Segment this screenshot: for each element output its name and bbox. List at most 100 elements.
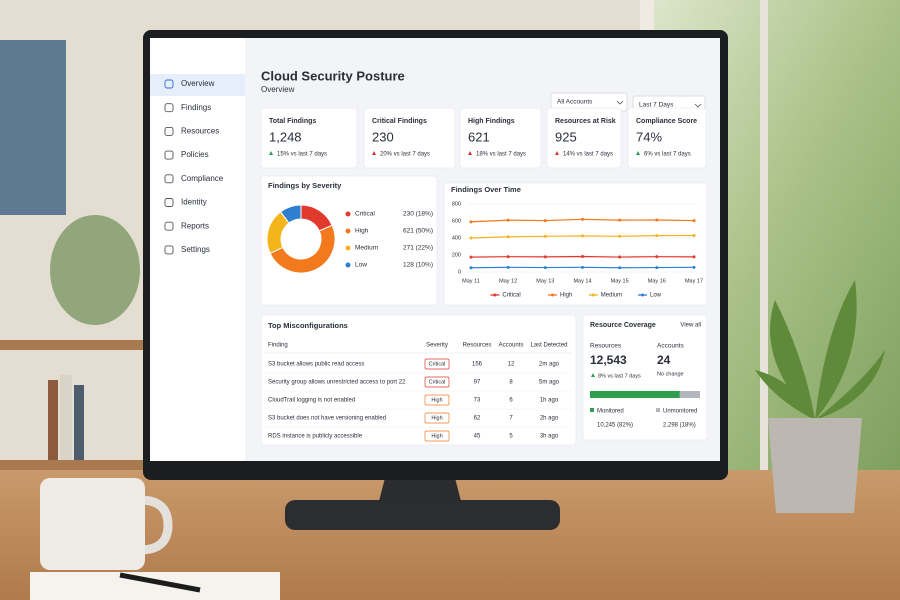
legend-swatch: [493, 293, 497, 297]
point: [581, 265, 584, 269]
card: [260, 175, 438, 306]
card: [546, 107, 622, 169]
nav-icon: [164, 126, 174, 136]
legend-label: Medium: [355, 245, 378, 252]
trend-arrow: [269, 151, 273, 155]
nav-icon: [164, 103, 174, 113]
legend-label: Critical: [502, 293, 520, 299]
table-cell: 1h ago: [540, 398, 559, 404]
nav-item[interactable]: Findings: [181, 103, 211, 112]
y-tick-label: 600: [452, 218, 461, 224]
nav-item[interactable]: Overview: [181, 79, 215, 88]
column-header: Resources: [463, 343, 492, 349]
filter-label: Last 7 Days: [639, 102, 674, 109]
point: [618, 266, 622, 270]
point: [506, 265, 510, 269]
legend-swatch: [590, 408, 594, 412]
legend-label: Critical: [355, 211, 375, 218]
point: [618, 218, 622, 222]
x-tick-label: May 14: [573, 278, 591, 284]
plant-pot: [768, 418, 862, 513]
table-cell: Critical: [429, 361, 446, 367]
nav-item[interactable]: Settings: [181, 245, 210, 254]
nav-item[interactable]: Compliance: [181, 174, 224, 183]
kpi-change: 15% vs last 7 days: [277, 152, 327, 158]
severity-badge: [424, 376, 450, 388]
legend-swatch: [345, 262, 351, 268]
kpi-value: 1,248: [269, 129, 302, 144]
card: [260, 107, 358, 169]
x-tick-label: May 13: [536, 278, 554, 284]
table-cell: 5: [509, 434, 513, 440]
nav-item[interactable]: Reports: [181, 221, 209, 230]
y-tick-label: 200: [452, 252, 461, 258]
dashboard: Overview Findings Resources Policies Complia…: [164, 79, 708, 446]
table-cell: 2m ago: [539, 362, 560, 368]
metric-value: 12,543: [590, 353, 627, 367]
point: [469, 266, 473, 270]
point: [543, 266, 547, 270]
legend-label: Low: [650, 293, 662, 299]
plant-leaves: [755, 280, 885, 420]
plant-left: [50, 215, 140, 325]
legend-label: Medium: [601, 293, 622, 299]
book: [74, 385, 84, 460]
table-cell: 5m ago: [539, 380, 560, 386]
table-cell: 97: [474, 380, 481, 386]
point: [506, 255, 510, 259]
trend-arrow: [468, 151, 472, 155]
nav-icon: [164, 221, 174, 231]
kpi-change: 18% vs last 7 days: [476, 152, 526, 158]
finding-name: CloudTrail logging is not enabled: [268, 398, 355, 404]
table-cell: 73: [474, 398, 481, 404]
nav-item[interactable]: Identity: [181, 198, 207, 207]
table-cell: 8: [509, 380, 513, 386]
x-tick-label: May 12: [499, 278, 517, 284]
point: [469, 236, 473, 240]
nav-icon: [164, 245, 174, 255]
column-header: Severity: [426, 343, 448, 349]
nav-icon: [164, 150, 174, 160]
mug: [40, 478, 145, 570]
value-label: 128 (10%): [403, 262, 433, 269]
card: [459, 107, 542, 169]
finding-name: S3 bucket allows public read access: [268, 362, 364, 368]
point: [543, 219, 547, 223]
monitor-neck: [378, 478, 462, 505]
point: [506, 235, 510, 239]
point: [692, 233, 696, 237]
severity-badge: [424, 358, 450, 370]
coverage-bar: [590, 391, 680, 398]
legend-label: Unmonitored: [663, 409, 697, 415]
column-header: Last Detected: [530, 343, 567, 349]
metric-value: 24: [657, 353, 671, 367]
table-title: Top Misconfigurations: [268, 321, 348, 330]
nav-icon: [164, 174, 174, 184]
nav-item[interactable]: Resources: [181, 127, 219, 136]
point: [469, 220, 473, 224]
card: [627, 107, 707, 169]
metric-label: Accounts: [657, 343, 684, 350]
point: [506, 218, 510, 222]
kpi-value: 230: [372, 129, 394, 144]
table-cell: High: [431, 415, 442, 421]
filter-label: All Accounts: [557, 99, 593, 106]
point: [469, 255, 473, 259]
metric-change: 8% vs last 7 days: [598, 373, 641, 379]
shelf: [0, 460, 150, 470]
legend-swatch: [656, 408, 660, 412]
view-all-link[interactable]: View all: [680, 323, 701, 329]
wall-picture: [0, 40, 66, 215]
point: [692, 219, 696, 223]
kpi-label: Resources at Risk: [555, 118, 616, 125]
card: [443, 182, 708, 306]
nav-item[interactable]: Policies: [181, 150, 209, 159]
y-tick-label: 400: [452, 235, 461, 241]
table-cell: 7: [509, 416, 513, 422]
kpi-label: Compliance Score: [636, 118, 697, 125]
trend-arrow: [591, 373, 595, 377]
notebook: [30, 572, 280, 600]
point: [655, 255, 659, 259]
table-cell: 12: [508, 362, 515, 368]
